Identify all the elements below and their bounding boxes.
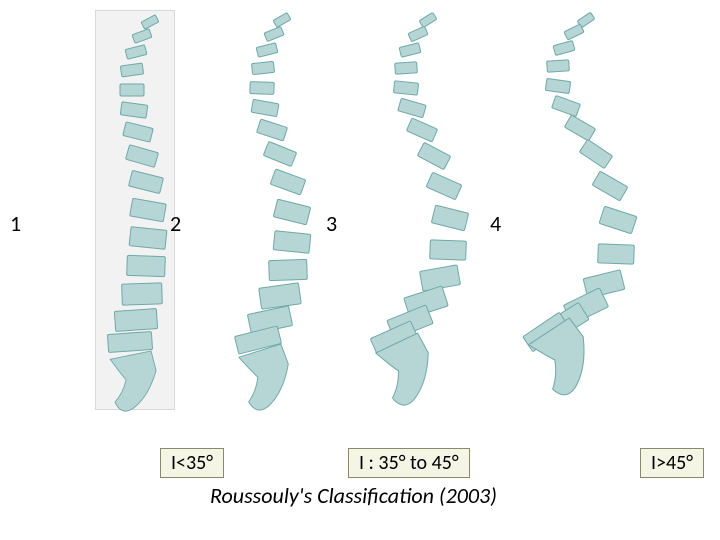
vertebra	[250, 82, 274, 95]
vertebra	[273, 199, 310, 225]
spine-type-4	[510, 10, 630, 410]
vertebra	[599, 206, 637, 234]
vertebra	[393, 81, 418, 95]
vertebra	[251, 99, 279, 116]
vertebra	[417, 142, 451, 169]
vertebra	[120, 84, 144, 96]
vertebra	[127, 255, 166, 276]
vertebra	[125, 45, 147, 60]
vertebra	[141, 15, 159, 30]
vertebra	[129, 227, 167, 250]
spine-type-1	[60, 10, 180, 410]
type-number-label-4: 4	[490, 210, 501, 237]
angle-range-label: I : 35° to 45°	[348, 448, 470, 478]
vertebra	[399, 43, 421, 58]
vertebra	[430, 240, 467, 260]
vertebra	[408, 26, 428, 42]
spine-type-3	[350, 10, 470, 410]
vertebra	[564, 24, 584, 40]
type-number-label-1: 1	[10, 210, 21, 237]
angle-range-label: I<35°	[160, 448, 224, 478]
vertebra	[269, 259, 308, 280]
vertebra	[270, 169, 306, 195]
vertebra	[598, 244, 635, 264]
vertebra	[120, 63, 143, 77]
vertebra	[123, 122, 154, 142]
sacrum	[238, 343, 295, 412]
vertebra	[259, 283, 302, 309]
vertebra	[545, 78, 570, 93]
vertebra	[592, 171, 628, 201]
vertebra	[579, 139, 612, 168]
type-number-label-2: 2	[170, 210, 181, 237]
spine-svg-3	[350, 10, 510, 430]
vertebra	[398, 98, 427, 118]
vertebra	[553, 40, 575, 55]
vertebra	[263, 141, 296, 166]
vertebra	[431, 205, 468, 231]
vertebra	[256, 43, 278, 58]
vertebra	[273, 13, 291, 28]
vertebra	[547, 60, 570, 73]
spine-type-2	[200, 10, 320, 410]
vertebra	[419, 12, 437, 27]
type-number-label-3: 3	[326, 210, 337, 237]
vertebra	[114, 309, 157, 332]
spine-svg-4	[510, 10, 670, 430]
vertebra	[552, 95, 581, 116]
vertebra	[257, 119, 288, 141]
vertebra	[130, 198, 167, 222]
vertebra	[426, 172, 462, 200]
angle-range-label: I>45°	[640, 448, 704, 478]
vertebra	[395, 62, 418, 75]
vertebra	[273, 231, 311, 254]
vertebra	[126, 145, 159, 168]
vertebra	[264, 26, 284, 41]
vertebra	[129, 170, 164, 193]
vertebra	[120, 102, 148, 118]
vertebra	[132, 29, 152, 44]
vertebra	[122, 283, 163, 305]
sacrum	[110, 351, 159, 412]
vertebra	[406, 118, 437, 142]
vertebra	[251, 61, 274, 74]
vertebra	[564, 115, 595, 141]
figure-caption: Roussouly's Classification (2003)	[210, 482, 497, 509]
vertebra	[107, 331, 152, 352]
spine-svg-1	[60, 10, 220, 430]
